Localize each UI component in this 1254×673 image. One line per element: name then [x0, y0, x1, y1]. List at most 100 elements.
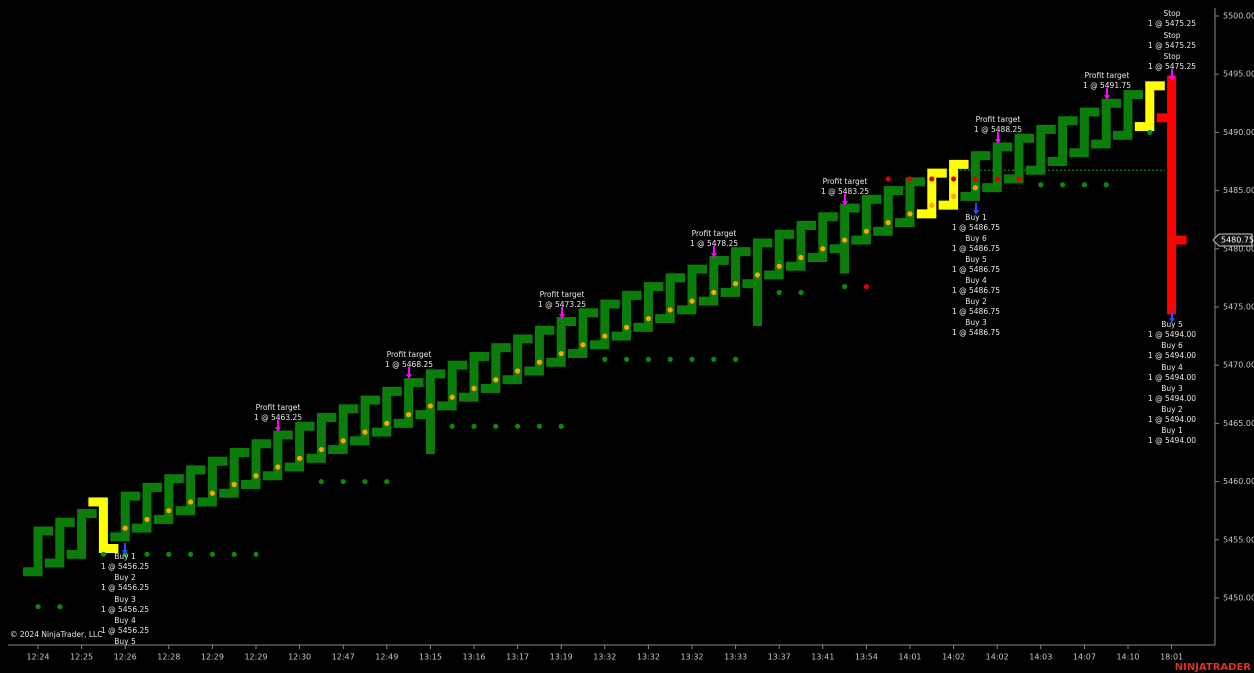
bar-close [1132, 90, 1143, 100]
annotation-label: Buy 4 [965, 276, 987, 285]
x-tick-label: 13:15 [419, 653, 442, 662]
bar-range [251, 439, 261, 489]
y-tick-label: 5465.00 [1223, 419, 1254, 428]
x-tick-label: 12:28 [157, 653, 180, 662]
stop-dot [35, 604, 41, 610]
bar-close [848, 203, 860, 213]
annotation-label: Buy 1 [1161, 426, 1183, 435]
indicator-dot [340, 438, 346, 444]
short-dot [863, 284, 870, 290]
annotation-detail: 1 @ 5456.25 [101, 562, 149, 571]
indicator-dot [384, 420, 390, 426]
stop-dot [1081, 182, 1087, 188]
annotation-detail: 1 @ 5483.25 [821, 187, 869, 196]
bar-range [1079, 107, 1089, 158]
y-tick-label: 5495.00 [1223, 70, 1254, 79]
bar-close [957, 159, 969, 169]
bar-range [207, 456, 217, 507]
bar-range [970, 151, 980, 201]
annotation-label: Profit target [387, 350, 432, 359]
stop-dot [384, 478, 390, 485]
execution-arrow-head [122, 550, 128, 555]
indicator-dot [776, 263, 782, 269]
x-tick-label: 13:17 [506, 653, 529, 662]
bar-close [826, 212, 838, 222]
bar-range [186, 465, 196, 516]
annotation-detail: 1 @ 5494.00 [1148, 436, 1196, 445]
indicator-dot [536, 359, 543, 365]
x-tick-label: 12:30 [288, 653, 311, 662]
bar-range [600, 299, 610, 350]
indicator-dot [427, 403, 433, 409]
x-tick-label: 14:10 [1116, 653, 1139, 662]
y-tick-label: 5490.00 [1223, 128, 1254, 137]
annotation-label: Stop [1163, 52, 1180, 61]
annotation-label: Buy 2 [114, 573, 136, 582]
annotation-label: Buy 2 [965, 297, 987, 306]
bar-close [412, 378, 424, 388]
indicator-dot [362, 429, 368, 435]
bar-close [1044, 124, 1056, 134]
annotation-detail: 1 @ 5494.00 [1148, 330, 1196, 339]
y-tick-label: 5470.00 [1223, 361, 1254, 370]
bar-range [98, 497, 108, 554]
indicator-dot [842, 237, 848, 243]
bar-close [1066, 116, 1078, 126]
x-tick-label: 13:16 [462, 653, 485, 662]
bar-close [325, 413, 337, 423]
stop-dot [776, 289, 782, 296]
short-dot [994, 176, 1000, 182]
x-tick-label: 14:07 [1073, 653, 1096, 662]
x-tick-label: 12:26 [114, 653, 137, 662]
indicator-dot [449, 394, 455, 400]
bar-range [731, 247, 741, 297]
stop-dot [536, 423, 543, 429]
annotation-detail: 1 @ 5475.25 [1148, 62, 1196, 71]
bar-range [1167, 75, 1177, 315]
annotation-label: Buy 5 [1161, 320, 1183, 329]
indicator-dot [820, 246, 826, 252]
bar-open [1091, 139, 1103, 149]
bar-close [1110, 98, 1122, 108]
bar-range [404, 378, 414, 428]
bar-open [916, 209, 928, 219]
stop-dot [1060, 182, 1066, 188]
annotation-label: Profit target [976, 115, 1021, 124]
bar-range [360, 395, 370, 446]
x-tick-label: 14:02 [986, 653, 1009, 662]
bar-open [132, 523, 143, 533]
bar-close [434, 369, 446, 379]
bar-close [107, 544, 119, 554]
short-dot [1016, 176, 1022, 182]
bar-range [1123, 90, 1133, 140]
annotation-detail: 1 @ 5486.75 [952, 328, 1000, 337]
bar-open [655, 314, 667, 324]
bar-range [447, 360, 457, 411]
annotation-detail: 1 @ 5486.75 [952, 265, 1000, 274]
bar-close [914, 177, 925, 187]
bar-open [568, 349, 579, 359]
indicator-dot [122, 525, 128, 531]
bar-open [66, 549, 78, 559]
bar-close [1001, 142, 1013, 152]
copyright: © 2024 NinjaTrader, LLC [10, 630, 102, 639]
bar-close [979, 151, 991, 161]
bar-open [1025, 165, 1037, 175]
x-tick-label: 12:25 [70, 653, 93, 662]
indicator-dot [929, 202, 935, 208]
bar-open [633, 322, 645, 332]
annotation-detail: 1 @ 5456.25 [101, 626, 149, 635]
stop-dot [624, 356, 630, 362]
annotation-detail: 1 @ 5494.00 [1148, 373, 1196, 382]
stop-dot [667, 356, 673, 362]
bar-open [524, 366, 536, 376]
annotation-detail: 1 @ 5473.25 [538, 300, 586, 309]
stop-dot [1038, 182, 1044, 188]
stop-dot [471, 423, 477, 429]
bar-open [88, 497, 100, 507]
x-tick-label: 12:29 [244, 653, 267, 662]
bar-range [1036, 124, 1046, 175]
bar-range [229, 447, 239, 498]
x-tick-label: 13:32 [637, 653, 660, 662]
